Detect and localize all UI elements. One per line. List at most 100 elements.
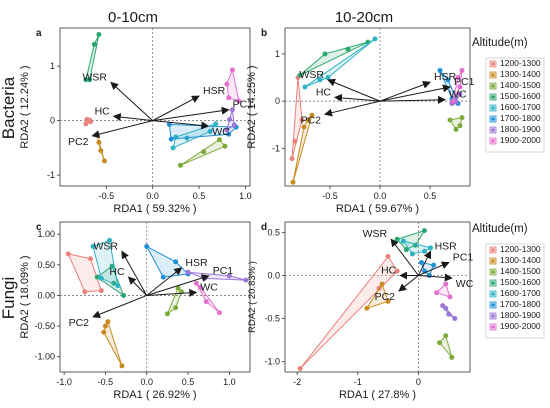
sample-point [290, 179, 296, 185]
legend-item-1200-1300: 1200-1300 [500, 58, 541, 68]
group-hull [145, 245, 190, 278]
x-tick-label: 0.0 [374, 191, 387, 201]
sample-point [82, 289, 88, 295]
legend-top: Altitude(m) 1200-13001300-14001400-15001… [472, 37, 545, 153]
sample-point [226, 131, 232, 137]
sample-point [107, 237, 113, 243]
legend-marker [491, 139, 495, 143]
y-tick-label: -1.00 [34, 352, 55, 362]
series-1700-1800 [418, 260, 437, 278]
sample-point [447, 294, 453, 300]
sample-point [394, 268, 400, 274]
sample-point [457, 91, 463, 97]
sample-point [101, 329, 107, 335]
vector-label-wc: WC [212, 126, 230, 138]
sample-point [197, 285, 203, 291]
sample-point [372, 36, 378, 42]
panel-b: b -0.5 0.0 0.5 -1 0 1 RDA1 ( 59.67% ) RDA2 ( 14.… [246, 27, 475, 215]
vector-label-wc: WC [449, 89, 467, 101]
sample-point [309, 112, 315, 118]
series-1900-2000 [193, 280, 222, 316]
vector-label-pc1: PC1 [454, 76, 475, 88]
sample-point [88, 256, 94, 262]
environmental-vectors: WSR HSR PC1 WC HC PC2 [68, 71, 253, 147]
group-hull [291, 77, 303, 159]
series-1300-1400 [364, 281, 391, 311]
plot-frame [59, 221, 251, 373]
vector-arrow-wsr [110, 81, 154, 121]
sample-point [119, 363, 125, 369]
sample-point [443, 333, 449, 339]
sample-point [203, 299, 209, 305]
sample-point [96, 32, 102, 38]
sample-point [236, 98, 242, 104]
sample-point [121, 292, 127, 298]
vector-arrow-wc [418, 273, 453, 282]
sample-point [193, 280, 199, 286]
panel-a: a -0.5 0.0 0.5 1.0 -1 0 1 RDA1 ( 59.32% ) RDA2 ( … [19, 27, 253, 215]
y-tick-label: -1 [272, 143, 280, 153]
sample-point [115, 283, 121, 289]
panel-letter-a: a [36, 28, 42, 39]
sample-point [166, 121, 172, 127]
sample-point [394, 236, 400, 242]
legend-bottom: Altitude(m) 1200-13001300-14001400-15001… [472, 223, 545, 339]
sample-point [422, 228, 428, 234]
vector-label-pc2: PC2 [69, 317, 90, 329]
y-tick-label: 0 [275, 96, 280, 106]
y-tick-label: 0.50 [37, 260, 55, 270]
vector-label-hsr: HSR [435, 240, 458, 252]
legend-item-1400-1500: 1400-1500 [500, 80, 541, 90]
series-1400-1500 [177, 137, 228, 168]
series-1300-1400 [290, 112, 315, 185]
legend-item-1300-1400: 1300-1400 [500, 69, 541, 79]
y-tick-label: -0.5 [264, 314, 280, 324]
vector-arrow-wsr [390, 238, 419, 276]
vector-label-pc1: PC1 [233, 99, 254, 111]
y-tick-label: 1 [50, 61, 55, 71]
series-1600-1700 [400, 238, 434, 257]
sample-point [445, 77, 451, 83]
sample-point [409, 251, 415, 257]
x-tick-label: -0.5 [99, 191, 115, 201]
sample-point [168, 136, 174, 142]
x-tick-label: -2 [293, 377, 301, 387]
sample-point [243, 277, 249, 283]
y-axis-label: RDA2 ( 18.09% ) [19, 255, 31, 338]
sample-point [457, 84, 463, 90]
sample-point [459, 115, 465, 121]
sample-point [437, 340, 443, 346]
sample-point [83, 121, 89, 127]
sample-point [201, 149, 207, 155]
sample-point [207, 129, 213, 135]
x-tick-label: -0.5 [98, 377, 114, 387]
vector-label-hsr: HSR [434, 71, 457, 83]
legend-item-1700-1800: 1700-1800 [500, 113, 541, 123]
series-1500-1600 [83, 32, 102, 83]
vector-label-hsr: HSR [203, 85, 226, 97]
vector-label-wc: WC [456, 278, 474, 290]
vector-arrow-hsr [417, 250, 432, 276]
vector-label-pc2: PC2 [375, 291, 396, 303]
sample-point [297, 72, 303, 78]
vector-arrow-wsr [121, 250, 148, 296]
row-title-fungi: Fungi [0, 277, 18, 320]
group-hull [299, 255, 398, 369]
x-axis-label: RDA1 ( 59.67% ) [336, 203, 419, 215]
vector-arrow-pc1 [418, 261, 450, 276]
vector-label-wsr: WSR [300, 69, 325, 81]
sample-point [175, 285, 181, 291]
sample-point [87, 117, 93, 123]
sample-point [400, 238, 406, 244]
y-axis-label: RDA2 ( 20.83% ) [247, 261, 258, 333]
group-hull [439, 334, 453, 358]
x-tick-label: 0.0 [140, 377, 153, 387]
series-1500-1600 [94, 263, 127, 298]
sample-point [164, 311, 170, 317]
vector-label-wc: WC [200, 281, 218, 293]
vector-label-pc2: PC2 [68, 136, 89, 148]
vector-arrow-wc [379, 95, 446, 104]
y-tick-label: -1 [47, 170, 55, 180]
sample-point [94, 274, 100, 280]
